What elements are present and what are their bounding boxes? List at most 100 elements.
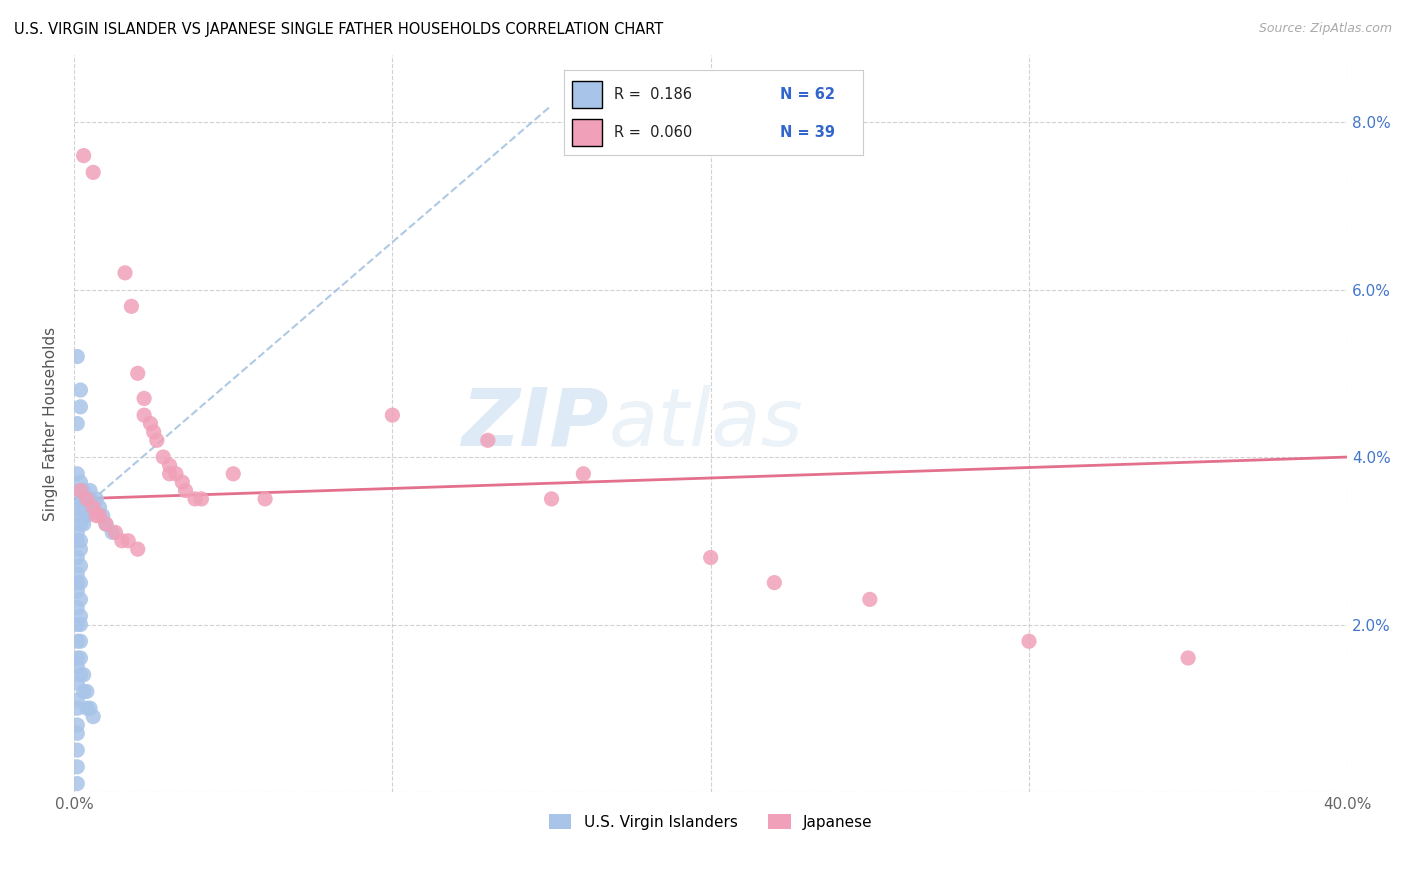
Point [76,701,98,715]
Point [66,533,89,548]
Point [76,491,98,506]
Point [66,508,89,523]
Point [190,491,212,506]
Point [66,659,89,673]
Point [139,417,162,431]
Point [146,434,169,448]
Point [76,508,98,523]
Point [134,408,156,422]
Point [69,533,91,548]
Point [66,600,89,615]
Point [69,667,91,681]
Point [72,483,94,498]
Point [66,417,89,431]
Point [82,500,104,515]
Point [72,491,94,506]
Point [69,558,91,573]
Point [69,592,91,607]
Point [66,567,89,582]
Point [222,467,245,481]
Point [69,500,91,515]
Point [540,491,562,506]
Point [174,483,197,498]
Point [381,408,404,422]
Point [69,651,91,665]
Point [66,617,89,632]
Point [79,483,101,498]
Point [66,467,89,481]
Point [114,266,136,280]
Point [79,491,101,506]
Point [66,776,89,790]
Point [66,760,89,774]
Point [127,542,149,557]
Point [69,542,91,557]
Point [104,525,127,540]
Point [117,533,139,548]
Point [94,516,117,531]
Point [76,491,98,506]
Point [859,592,882,607]
Point [159,467,181,481]
Point [66,693,89,707]
Point [69,383,91,397]
Point [72,516,94,531]
Text: ZIP: ZIP [461,384,609,463]
Point [254,491,277,506]
Point [120,299,142,313]
Point [172,475,194,490]
Point [127,367,149,381]
Point [72,667,94,681]
Point [142,425,165,439]
Point [66,651,89,665]
Point [69,483,91,498]
Legend: U.S. Virgin Islanders, Japanese: U.S. Virgin Islanders, Japanese [543,807,879,836]
Point [94,516,117,531]
Point [82,500,104,515]
Point [89,508,111,523]
Point [1018,634,1040,648]
Point [763,575,786,590]
Point [152,450,174,464]
Point [66,584,89,599]
Point [1177,651,1199,665]
Point [699,550,721,565]
Point [69,483,91,498]
Text: Source: ZipAtlas.com: Source: ZipAtlas.com [1258,22,1392,36]
Point [159,458,181,473]
Point [66,550,89,565]
Point [134,392,156,406]
Point [69,617,91,632]
Point [72,500,94,515]
Point [86,491,108,506]
Point [66,701,89,715]
Point [86,508,108,523]
Point [184,491,207,506]
Point [89,500,111,515]
Point [66,491,89,506]
Point [79,701,101,715]
Point [69,609,91,624]
Point [69,575,91,590]
Point [72,684,94,698]
Point [69,634,91,648]
Point [111,533,134,548]
Point [66,350,89,364]
Point [66,743,89,757]
Point [69,516,91,531]
Text: atlas: atlas [609,384,804,463]
Point [76,684,98,698]
Point [66,726,89,740]
Point [66,525,89,540]
Text: U.S. VIRGIN ISLANDER VS JAPANESE SINGLE FATHER HOUSEHOLDS CORRELATION CHART: U.S. VIRGIN ISLANDER VS JAPANESE SINGLE … [14,22,664,37]
Point [91,508,114,523]
Point [101,525,124,540]
Y-axis label: Single Father Households: Single Father Households [44,326,58,521]
Point [76,500,98,515]
Point [82,165,104,179]
Point [69,400,91,414]
Point [477,434,499,448]
Point [66,718,89,732]
Point [72,148,94,162]
Point [82,709,104,723]
